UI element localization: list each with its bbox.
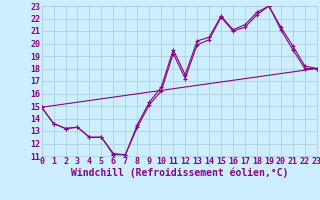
X-axis label: Windchill (Refroidissement éolien,°C): Windchill (Refroidissement éolien,°C) xyxy=(70,168,288,178)
